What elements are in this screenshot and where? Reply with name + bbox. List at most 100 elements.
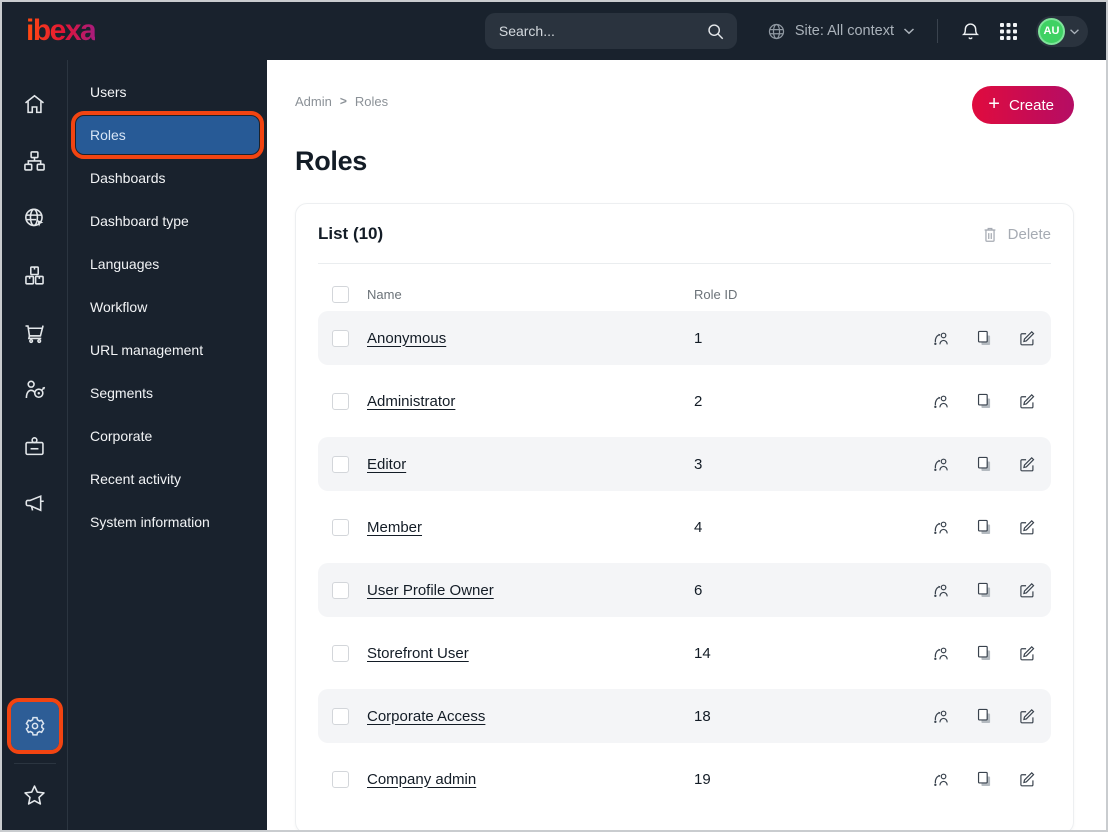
rail-item-commerce[interactable] [2, 304, 68, 361]
user-menu[interactable]: AU [1036, 15, 1088, 47]
menu-item-corporate[interactable]: Corporate [90, 428, 153, 444]
menu-item-recent-activity[interactable]: Recent activity [90, 471, 182, 487]
table-row: Company admin 19 [318, 752, 1051, 806]
menu-item-dashboard-type[interactable]: Dashboard type [90, 213, 189, 229]
edit-button[interactable] [1017, 517, 1037, 537]
menu-item-users[interactable]: Users [90, 84, 127, 100]
site-context-selector[interactable]: Site: All context [767, 22, 915, 41]
role-name-link[interactable]: Anonymous [367, 329, 447, 347]
role-id: 6 [694, 581, 703, 599]
edit-button[interactable] [1017, 328, 1037, 348]
row-checkbox[interactable] [332, 707, 349, 725]
role-name-link[interactable]: Storefront User [367, 644, 469, 662]
menu-item-dashboards[interactable]: Dashboards [90, 170, 166, 186]
plus-icon: + [988, 93, 1000, 115]
assign-users-button[interactable] [931, 391, 951, 411]
row-checkbox[interactable] [332, 581, 349, 599]
rail-item-marketing[interactable] [2, 475, 68, 532]
menu-item-languages[interactable]: Languages [90, 256, 160, 272]
assign-users-button[interactable] [931, 643, 951, 663]
delete-button[interactable]: Delete [981, 225, 1051, 244]
role-id: 14 [694, 644, 711, 662]
role-id: 19 [694, 770, 711, 788]
copy-button[interactable] [974, 643, 994, 663]
edit-icon [1017, 706, 1037, 726]
edit-button[interactable] [1017, 580, 1037, 600]
app-switcher-button[interactable] [999, 22, 1018, 41]
rail-item-corporate[interactable] [2, 418, 68, 475]
copy-icon [974, 706, 994, 726]
copy-button[interactable] [974, 580, 994, 600]
assign-users-button[interactable] [931, 454, 951, 474]
role-name-link[interactable]: Administrator [367, 392, 456, 410]
star-icon [21, 782, 48, 809]
edit-button[interactable] [1017, 643, 1037, 663]
page-title: Roles [295, 146, 368, 176]
role-name-link[interactable]: Member [367, 518, 423, 536]
rail-item-content-structure[interactable] [2, 133, 68, 190]
search-icon [706, 22, 725, 41]
copy-button[interactable] [974, 706, 994, 726]
admin-menu: Users Roles Dashboards Dashboard type La… [68, 60, 267, 830]
edit-button[interactable] [1017, 454, 1037, 474]
rail-divider [13, 763, 56, 764]
edit-button[interactable] [1017, 706, 1037, 726]
copy-button[interactable] [974, 517, 994, 537]
breadcrumb-admin[interactable]: Admin [295, 94, 332, 109]
rail-item-site[interactable] [2, 190, 68, 247]
copy-button[interactable] [974, 391, 994, 411]
role-name-link[interactable]: Company admin [367, 770, 477, 788]
assign-users-button[interactable] [931, 769, 951, 789]
megaphone-icon [21, 490, 48, 517]
rail-item-home[interactable] [2, 76, 68, 133]
role-id: 4 [694, 518, 703, 536]
edit-button[interactable] [1017, 769, 1037, 789]
rail-item-products[interactable] [2, 247, 68, 304]
row-checkbox[interactable] [332, 392, 349, 410]
create-button[interactable]: + Create [972, 86, 1074, 124]
menu-item-system-information[interactable]: System information [90, 514, 210, 530]
copy-button[interactable] [974, 454, 994, 474]
assign-users-button[interactable] [931, 706, 951, 726]
table-header-row: Name Role ID [318, 277, 1051, 311]
select-all-checkbox[interactable] [332, 285, 349, 303]
column-header-name: Name [367, 286, 402, 302]
search-input[interactable] [498, 23, 706, 39]
table-row: Administrator 2 [318, 374, 1051, 428]
ibexa-logo[interactable]: ibexa [26, 14, 97, 47]
copy-button[interactable] [974, 769, 994, 789]
assign-users-button[interactable] [931, 580, 951, 600]
card-divider [318, 263, 1051, 264]
menu-item-workflow[interactable]: Workflow [90, 299, 148, 315]
copy-icon [974, 391, 994, 411]
row-checkbox[interactable] [332, 644, 349, 662]
main-content: Admin > Roles + Create Roles List (10) [267, 60, 1106, 830]
row-checkbox[interactable] [332, 455, 349, 473]
assign-users-button[interactable] [931, 517, 951, 537]
copy-icon [974, 517, 994, 537]
table-row: Member 4 [318, 500, 1051, 554]
edit-icon [1017, 454, 1037, 474]
menu-item-segments[interactable]: Segments [90, 385, 154, 401]
rail-item-personalization[interactable] [2, 361, 68, 418]
list-title: List (10) [318, 224, 384, 243]
copy-button[interactable] [974, 328, 994, 348]
edit-button[interactable] [1017, 391, 1037, 411]
trash-icon [981, 225, 999, 244]
table-row: Storefront User 14 [318, 626, 1051, 680]
role-name-link[interactable]: Editor [367, 455, 407, 473]
row-checkbox[interactable] [332, 518, 349, 536]
assign-user-icon [931, 517, 951, 537]
role-name-link[interactable]: User Profile Owner [367, 581, 494, 599]
rail-item-settings[interactable] [6, 698, 63, 754]
assign-users-button[interactable] [931, 328, 951, 348]
role-name-link[interactable]: Corporate Access [367, 707, 486, 725]
notifications-button[interactable] [960, 21, 981, 42]
cart-icon [21, 319, 48, 346]
rail-item-bookmarks[interactable] [11, 774, 59, 816]
global-search[interactable] [484, 13, 737, 49]
menu-item-url-management[interactable]: URL management [90, 342, 204, 358]
menu-item-roles[interactable]: Roles [71, 111, 264, 159]
row-checkbox[interactable] [332, 770, 349, 788]
row-checkbox[interactable] [332, 329, 349, 347]
